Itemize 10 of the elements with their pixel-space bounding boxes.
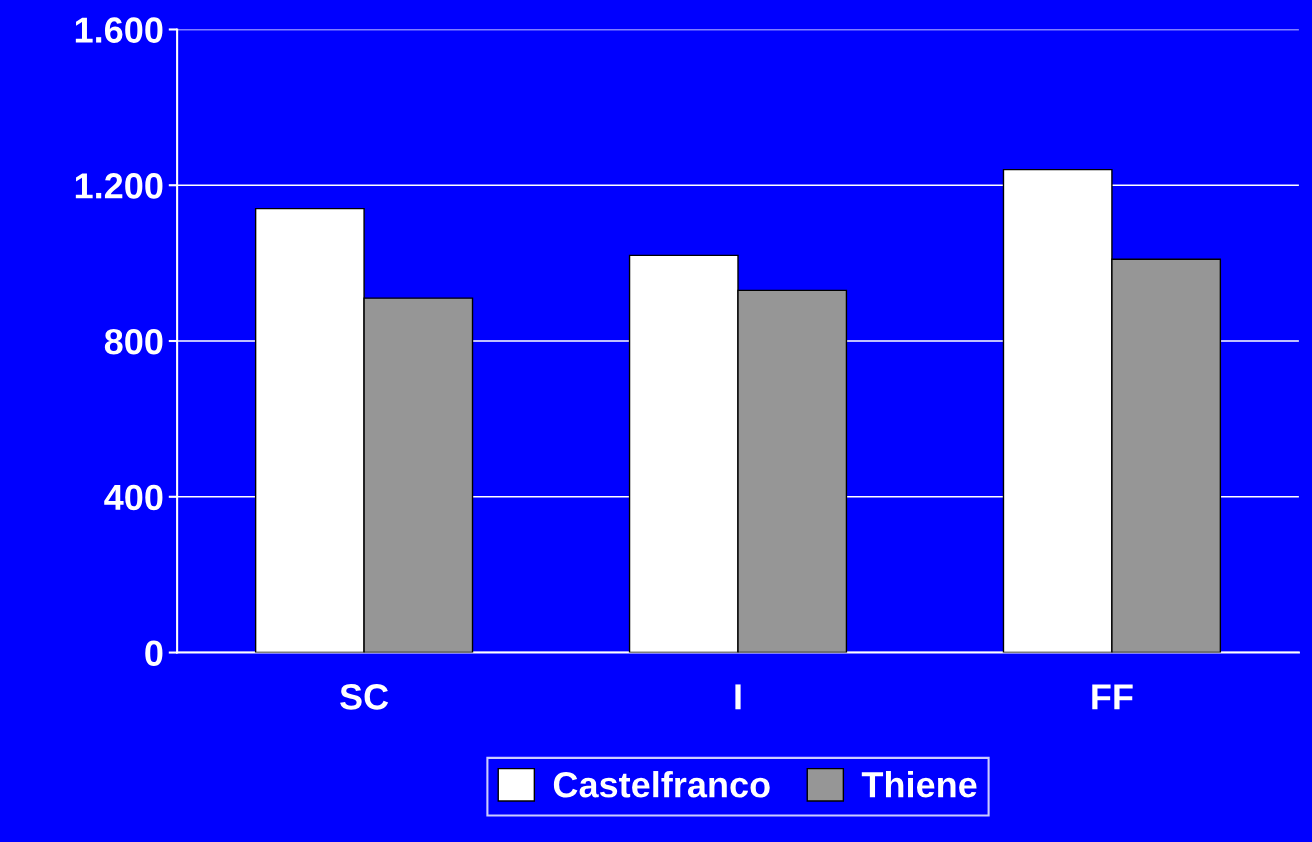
x-tick-label: FF xyxy=(1092,684,1133,710)
y-tick-label: 0 xyxy=(145,640,163,666)
y-tick-label: 1.600 xyxy=(75,17,163,43)
legend-label: Castelfranco xyxy=(553,771,770,798)
y-tick-label: 400 xyxy=(104,484,163,511)
y-tick-label: 1.200 xyxy=(75,173,163,199)
x-tick-label: I xyxy=(735,684,741,710)
x-tick-label: SC xyxy=(340,684,389,710)
y-tick-label: 800 xyxy=(104,328,163,355)
legend-label: Thiene xyxy=(861,771,977,798)
